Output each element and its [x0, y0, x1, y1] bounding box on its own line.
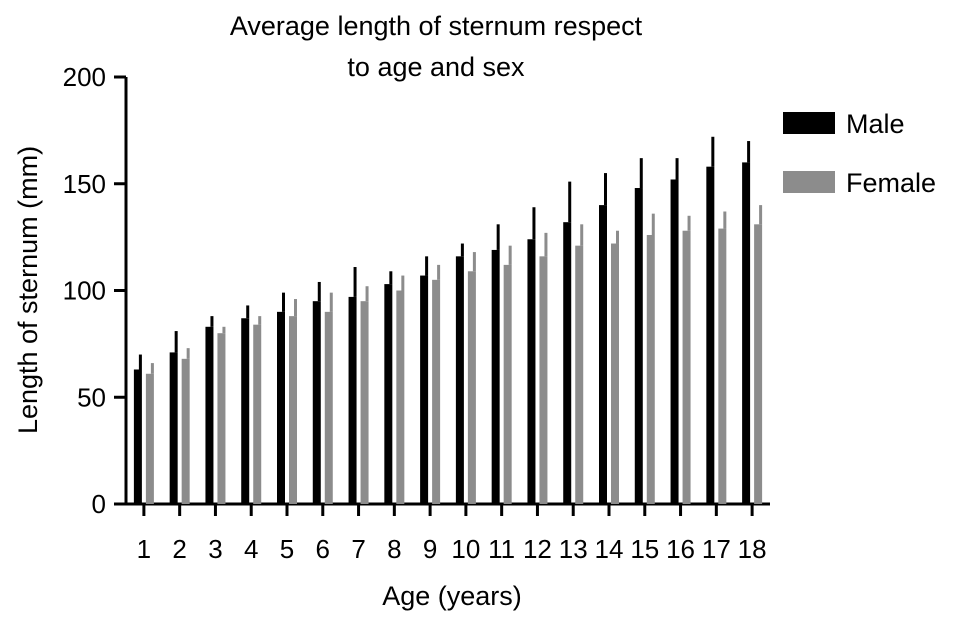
bar-male-11 — [491, 249, 500, 504]
bar-female-7 — [360, 301, 369, 504]
bar-male-9 — [420, 275, 429, 504]
bar-female-1 — [145, 373, 154, 504]
y-tick-label-150: 150 — [63, 169, 106, 199]
bar-female-2 — [181, 358, 190, 504]
legend: Male Female — [783, 109, 936, 198]
legend-swatch-female — [783, 171, 835, 193]
bar-female-5 — [289, 316, 297, 504]
bar-female-10 — [467, 271, 476, 504]
chart-title-line-1: Average length of sternum respect — [230, 11, 643, 41]
legend-label-female: Female — [846, 168, 936, 198]
y-tick-label-0: 0 — [92, 489, 106, 519]
legend-swatch-male — [783, 112, 835, 134]
chart-title-line-2: to age and sex — [347, 52, 525, 82]
bar-male-1 — [133, 369, 142, 504]
bar-male-10 — [455, 256, 464, 504]
bar-male-17 — [706, 166, 715, 505]
x-tick-label-17: 17 — [702, 534, 731, 564]
x-tick-label-8: 8 — [387, 534, 401, 564]
x-tick-label-15: 15 — [630, 534, 659, 564]
y-tick-label-50: 50 — [77, 382, 106, 412]
bar-female-8 — [396, 290, 405, 504]
legend-label-male: Male — [846, 109, 905, 139]
bar-female-18 — [754, 224, 763, 504]
bar-female-17 — [718, 228, 727, 504]
bar-female-13 — [575, 245, 584, 505]
x-tick-label-5: 5 — [280, 534, 294, 564]
bar-male-8 — [384, 284, 393, 504]
bar-male-5 — [277, 311, 285, 504]
x-tick-label-9: 9 — [423, 534, 437, 564]
x-tick-label-14: 14 — [595, 534, 624, 564]
x-tick-label-12: 12 — [523, 534, 552, 564]
x-tick-label-10: 10 — [451, 534, 480, 564]
bar-male-4 — [241, 318, 250, 504]
bar-male-6 — [312, 301, 321, 504]
x-tick-label-4: 4 — [244, 534, 258, 564]
bar-male-14 — [599, 205, 607, 504]
x-tick-label-16: 16 — [666, 534, 695, 564]
x-tick-label-11: 11 — [488, 534, 515, 564]
bar-female-12 — [539, 256, 548, 504]
bar-female-16 — [682, 230, 691, 504]
bar-female-15 — [646, 234, 655, 505]
bar-female-3 — [217, 333, 226, 504]
x-tick-label-1: 1 — [137, 534, 151, 564]
y-tick-label-200: 200 — [63, 62, 106, 92]
x-tick-label-6: 6 — [316, 534, 330, 564]
bar-male-18 — [742, 162, 751, 504]
x-tick-label-3: 3 — [208, 534, 222, 564]
x-tick-label-2: 2 — [172, 534, 186, 564]
y-tick-label-100: 100 — [63, 276, 106, 306]
x-tick-label-7: 7 — [351, 534, 365, 564]
y-axis-label: Length of sternum (mm) — [13, 146, 43, 434]
bar-male-16 — [670, 179, 679, 505]
bar-male-7 — [348, 296, 357, 504]
x-tick-label-18: 18 — [738, 534, 767, 564]
bar-male-13 — [563, 222, 572, 504]
bar-male-3 — [205, 326, 214, 504]
bar-male-12 — [527, 239, 536, 504]
bar-male-2 — [169, 352, 178, 504]
bar-female-14 — [611, 243, 619, 504]
bar-female-6 — [324, 311, 333, 504]
bar-female-9 — [432, 279, 441, 504]
bar-female-11 — [503, 264, 512, 504]
bar-male-15 — [634, 188, 643, 504]
bar-female-4 — [253, 324, 262, 504]
x-tick-label-13: 13 — [559, 534, 588, 564]
x-axis-label: Age (years) — [382, 581, 522, 611]
